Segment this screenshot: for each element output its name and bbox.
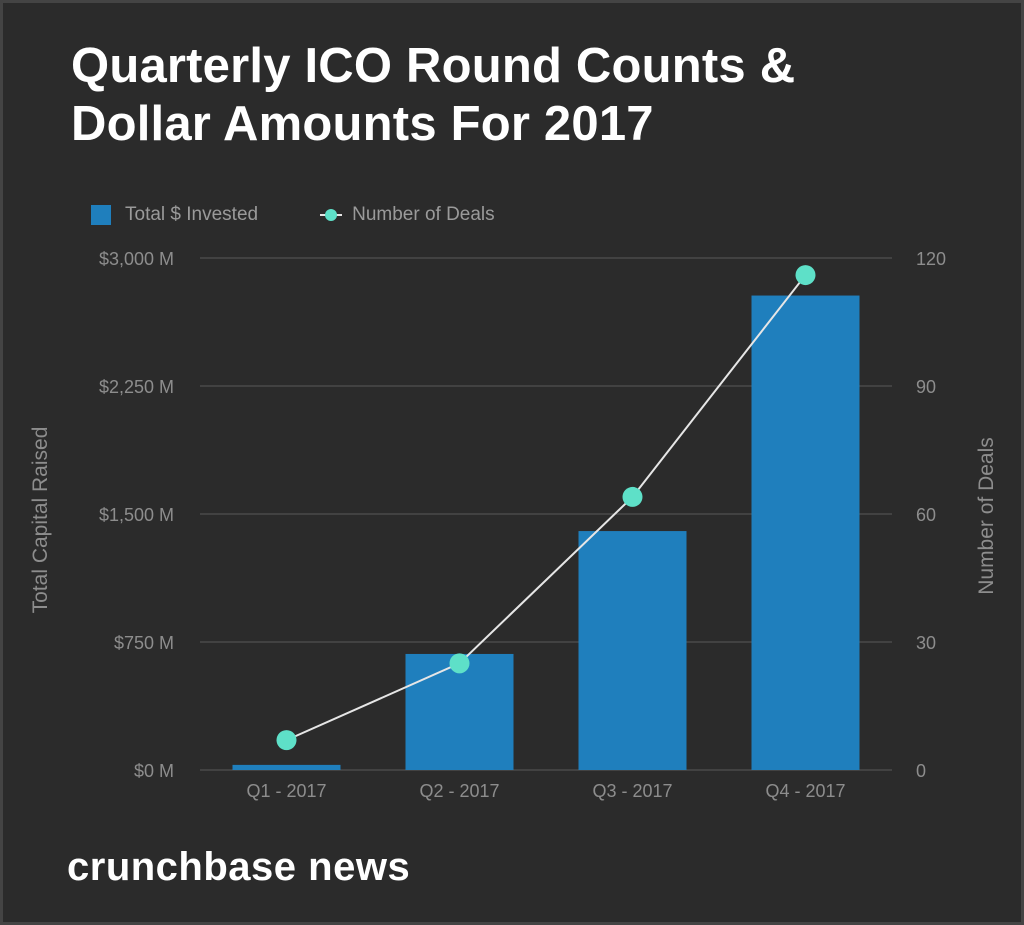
bar — [578, 531, 687, 770]
y2-tick-label: 60 — [916, 505, 936, 525]
y-tick-label: $750 M — [114, 633, 174, 653]
series-line — [286, 274, 807, 742]
y-tick-label: $1,500 M — [99, 505, 174, 525]
legend-line-marker — [320, 205, 343, 225]
data-point — [795, 265, 816, 286]
legend-item-deals: Number of Deals — [320, 204, 495, 226]
brand-logo: crunchbase news — [67, 845, 411, 889]
legend: Total $ Invested Number of Deals — [91, 200, 557, 230]
y-axis-label: Total Capital Raised — [29, 427, 52, 614]
data-point — [449, 653, 470, 674]
legend-label-invested: Total $ Invested — [125, 204, 259, 225]
y-tick-label: $2,250 M — [99, 377, 174, 397]
legend-label-deals: Number of Deals — [352, 204, 495, 225]
x-tick-label: Q3 - 2017 — [592, 781, 672, 801]
bar — [751, 295, 860, 770]
x-tick-label: Q1 - 2017 — [246, 781, 326, 801]
y2-tick-label: 120 — [916, 249, 946, 269]
y2-tick-label: 0 — [916, 761, 926, 781]
data-point — [276, 730, 297, 751]
legend-bar-swatch — [91, 205, 111, 225]
y2-axis-label: Number of Deals — [975, 437, 998, 595]
chart-title: Quarterly ICO Round Counts & Dollar Amou… — [71, 37, 971, 153]
y-tick-label: $3,000 M — [99, 249, 174, 269]
legend-item-invested: Total $ Invested — [91, 204, 258, 226]
y2-tick-label: 30 — [916, 633, 936, 653]
chart-title-line-1: Quarterly ICO Round Counts & — [71, 39, 796, 93]
bar — [232, 764, 341, 770]
data-point — [622, 486, 643, 507]
y2-tick-label: 90 — [916, 377, 936, 397]
x-tick-label: Q4 - 2017 — [765, 781, 845, 801]
chart-title-line-2: Dollar Amounts For 2017 — [71, 97, 654, 151]
y-tick-label: $0 M — [134, 761, 174, 781]
x-tick-label: Q2 - 2017 — [419, 781, 499, 801]
